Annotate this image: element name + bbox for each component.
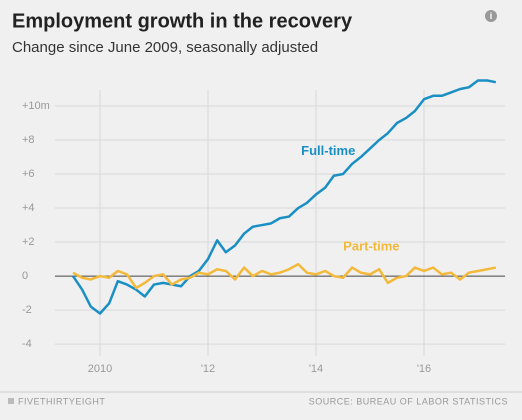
plot: 2010 '12 '14 '16 +10m +8 +6 +4 +2 0 -2 -4 Full-time P… — [22, 79, 505, 375]
credit: FIVETHIRTYEIGHT — [18, 396, 105, 406]
info-icon-glyph: i — [490, 11, 493, 21]
logo-icon — [8, 398, 14, 404]
x-tick-label: 2010 — [88, 363, 112, 375]
x-tick-label: '16 — [417, 363, 431, 375]
x-tick-label: '14 — [309, 363, 323, 375]
series-line — [71, 79, 497, 315]
x-tick-label: '12 — [201, 363, 215, 375]
info-icon[interactable] — [485, 10, 497, 22]
series-line — [72, 262, 497, 290]
y-tick-label: 0 — [22, 270, 28, 282]
y-tick-label: -2 — [22, 304, 32, 316]
y-tick-label: +2 — [22, 236, 35, 248]
source: SOURCE: BUREAU OF LABOR STATISTICS — [309, 396, 508, 406]
y-tick-label: -4 — [22, 338, 32, 350]
y-tick-label: +10m — [22, 100, 50, 112]
series-label: Part-time — [343, 238, 399, 253]
chart-title: Employment growth in the recovery — [12, 10, 353, 32]
y-tick-label: +4 — [22, 202, 35, 214]
series-label: Full-time — [301, 143, 355, 158]
y-tick-label: +8 — [22, 134, 35, 146]
y-tick-label: +6 — [22, 168, 35, 180]
chart-subtitle: Change since June 2009, seasonally adjus… — [12, 39, 318, 56]
